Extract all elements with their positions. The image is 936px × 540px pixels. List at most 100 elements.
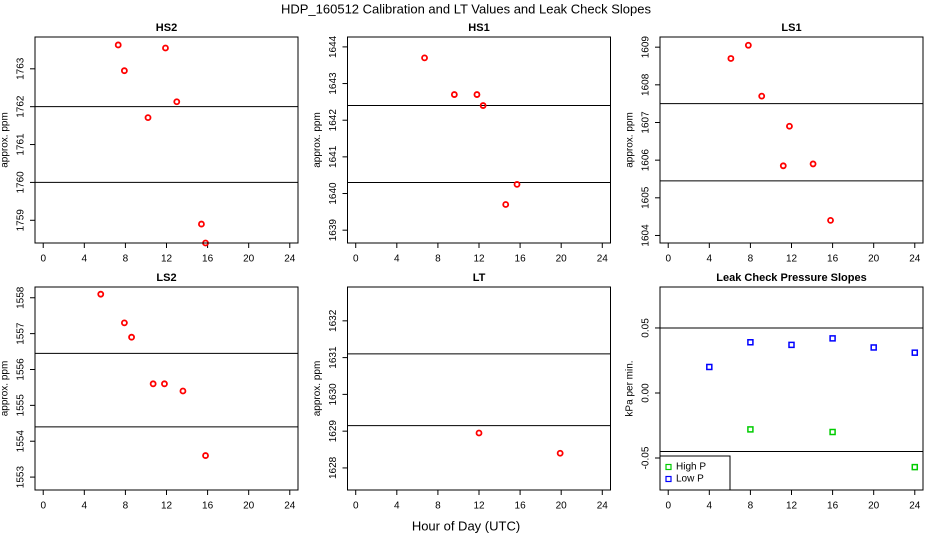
x-tick-label: 12 [473, 501, 485, 512]
x-tick-label: 20 [556, 501, 568, 512]
point [911, 349, 919, 356]
point [788, 341, 795, 349]
point [870, 344, 877, 351]
x-tick-label: 20 [243, 254, 255, 265]
panel-title: LT [473, 272, 486, 284]
x-tick-label: 24 [597, 254, 609, 265]
y-tick-label: 1762 [16, 95, 27, 118]
x-axis-label: Hour of Day (UTC) [412, 518, 520, 533]
y-tick-label: 1558 [16, 286, 27, 309]
legend-marker [665, 475, 672, 483]
x-tick-label: 8 [123, 254, 129, 265]
x-tick-label: 4 [394, 254, 400, 265]
point [128, 333, 135, 341]
point [809, 160, 817, 168]
panel-title: HS2 [156, 22, 177, 34]
point [198, 220, 205, 228]
x-tick-label: 20 [868, 501, 880, 512]
point [450, 91, 458, 98]
x-tick-label: 12 [161, 254, 173, 265]
y-tick-label: 1556 [16, 358, 27, 381]
x-tick-label: 0 [40, 501, 46, 512]
plot-frame [659, 286, 924, 491]
x-tick-label: 12 [161, 501, 173, 512]
y-tick-label: 1557 [16, 322, 27, 345]
x-tick-label: 0 [353, 254, 359, 265]
point [911, 463, 919, 471]
y-tick-label: 1607 [641, 111, 652, 134]
point [202, 452, 209, 459]
y-axis-label: approx. ppm [625, 112, 636, 168]
y-tick-label: 1763 [16, 57, 27, 80]
x-tick-label: 24 [284, 501, 296, 512]
x-tick-label: 16 [827, 254, 839, 265]
point [479, 102, 487, 109]
y-tick-label: 1760 [16, 171, 27, 194]
y-tick-label: 1609 [641, 36, 652, 59]
x-tick-label: 16 [202, 501, 214, 512]
x-tick-label: 8 [435, 501, 441, 512]
point [747, 426, 754, 433]
x-tick-label: 0 [353, 501, 359, 512]
x-tick-label: 20 [243, 501, 255, 512]
point [120, 319, 128, 327]
x-tick-label: 4 [707, 501, 713, 512]
y-tick-label: 1641 [328, 145, 339, 168]
y-tick-label: 1605 [641, 186, 652, 209]
point [473, 91, 481, 98]
panel-title: LS2 [156, 272, 176, 284]
legend-marker [665, 463, 672, 471]
point [829, 335, 836, 342]
x-tick-label: 20 [556, 254, 568, 265]
point [114, 41, 122, 49]
x-tick-label: 12 [786, 501, 798, 512]
y-axis-label: approx. ppm [0, 112, 11, 168]
point [173, 98, 181, 106]
point [727, 55, 735, 62]
point [149, 380, 157, 388]
x-tick-label: 16 [827, 501, 839, 512]
x-tick-label: 0 [665, 254, 671, 265]
y-tick-label: 1643 [328, 72, 339, 95]
x-tick-label: 8 [748, 254, 754, 265]
point [706, 363, 713, 371]
y-axis-label: approx. ppm [0, 361, 11, 417]
point [475, 429, 483, 437]
point [786, 122, 793, 130]
point [556, 449, 564, 457]
x-tick-label: 24 [909, 254, 921, 265]
y-tick-label: 1629 [328, 420, 339, 443]
x-tick-label: 8 [123, 501, 129, 512]
chart-title: HDP_160512 Calibration and LT Values and… [281, 1, 652, 16]
y-tick-label: 0.00 [641, 383, 652, 403]
y-tick-label: 0.05 [641, 318, 652, 338]
y-tick-label: -0.05 [641, 446, 652, 469]
x-tick-label: 8 [748, 501, 754, 512]
point [829, 428, 836, 436]
plot-frame [347, 36, 611, 244]
y-tick-label: 1761 [16, 133, 27, 156]
plot-frame [347, 286, 611, 491]
x-tick-label: 4 [82, 254, 88, 265]
x-tick-label: 4 [707, 254, 713, 265]
x-tick-label: 0 [665, 501, 671, 512]
point [758, 92, 766, 100]
y-axis-label: approx. ppm [312, 112, 323, 168]
x-tick-label: 0 [40, 254, 46, 265]
legend-label: High P [676, 462, 706, 473]
panel-title: LS1 [781, 22, 801, 34]
y-tick-label: 1642 [328, 109, 339, 132]
x-tick-label: 24 [597, 501, 609, 512]
plot-frame [659, 36, 924, 244]
point [421, 54, 428, 62]
panel-title: Leak Check Pressure Slopes [716, 272, 866, 284]
point [513, 180, 521, 188]
y-tick-label: 1608 [641, 73, 652, 96]
y-tick-label: 1639 [328, 219, 339, 242]
y-tick-label: 1644 [328, 35, 339, 58]
x-tick-label: 24 [909, 501, 921, 512]
y-tick-label: 1606 [641, 149, 652, 172]
point [179, 387, 187, 395]
y-tick-label: 1630 [328, 383, 339, 406]
